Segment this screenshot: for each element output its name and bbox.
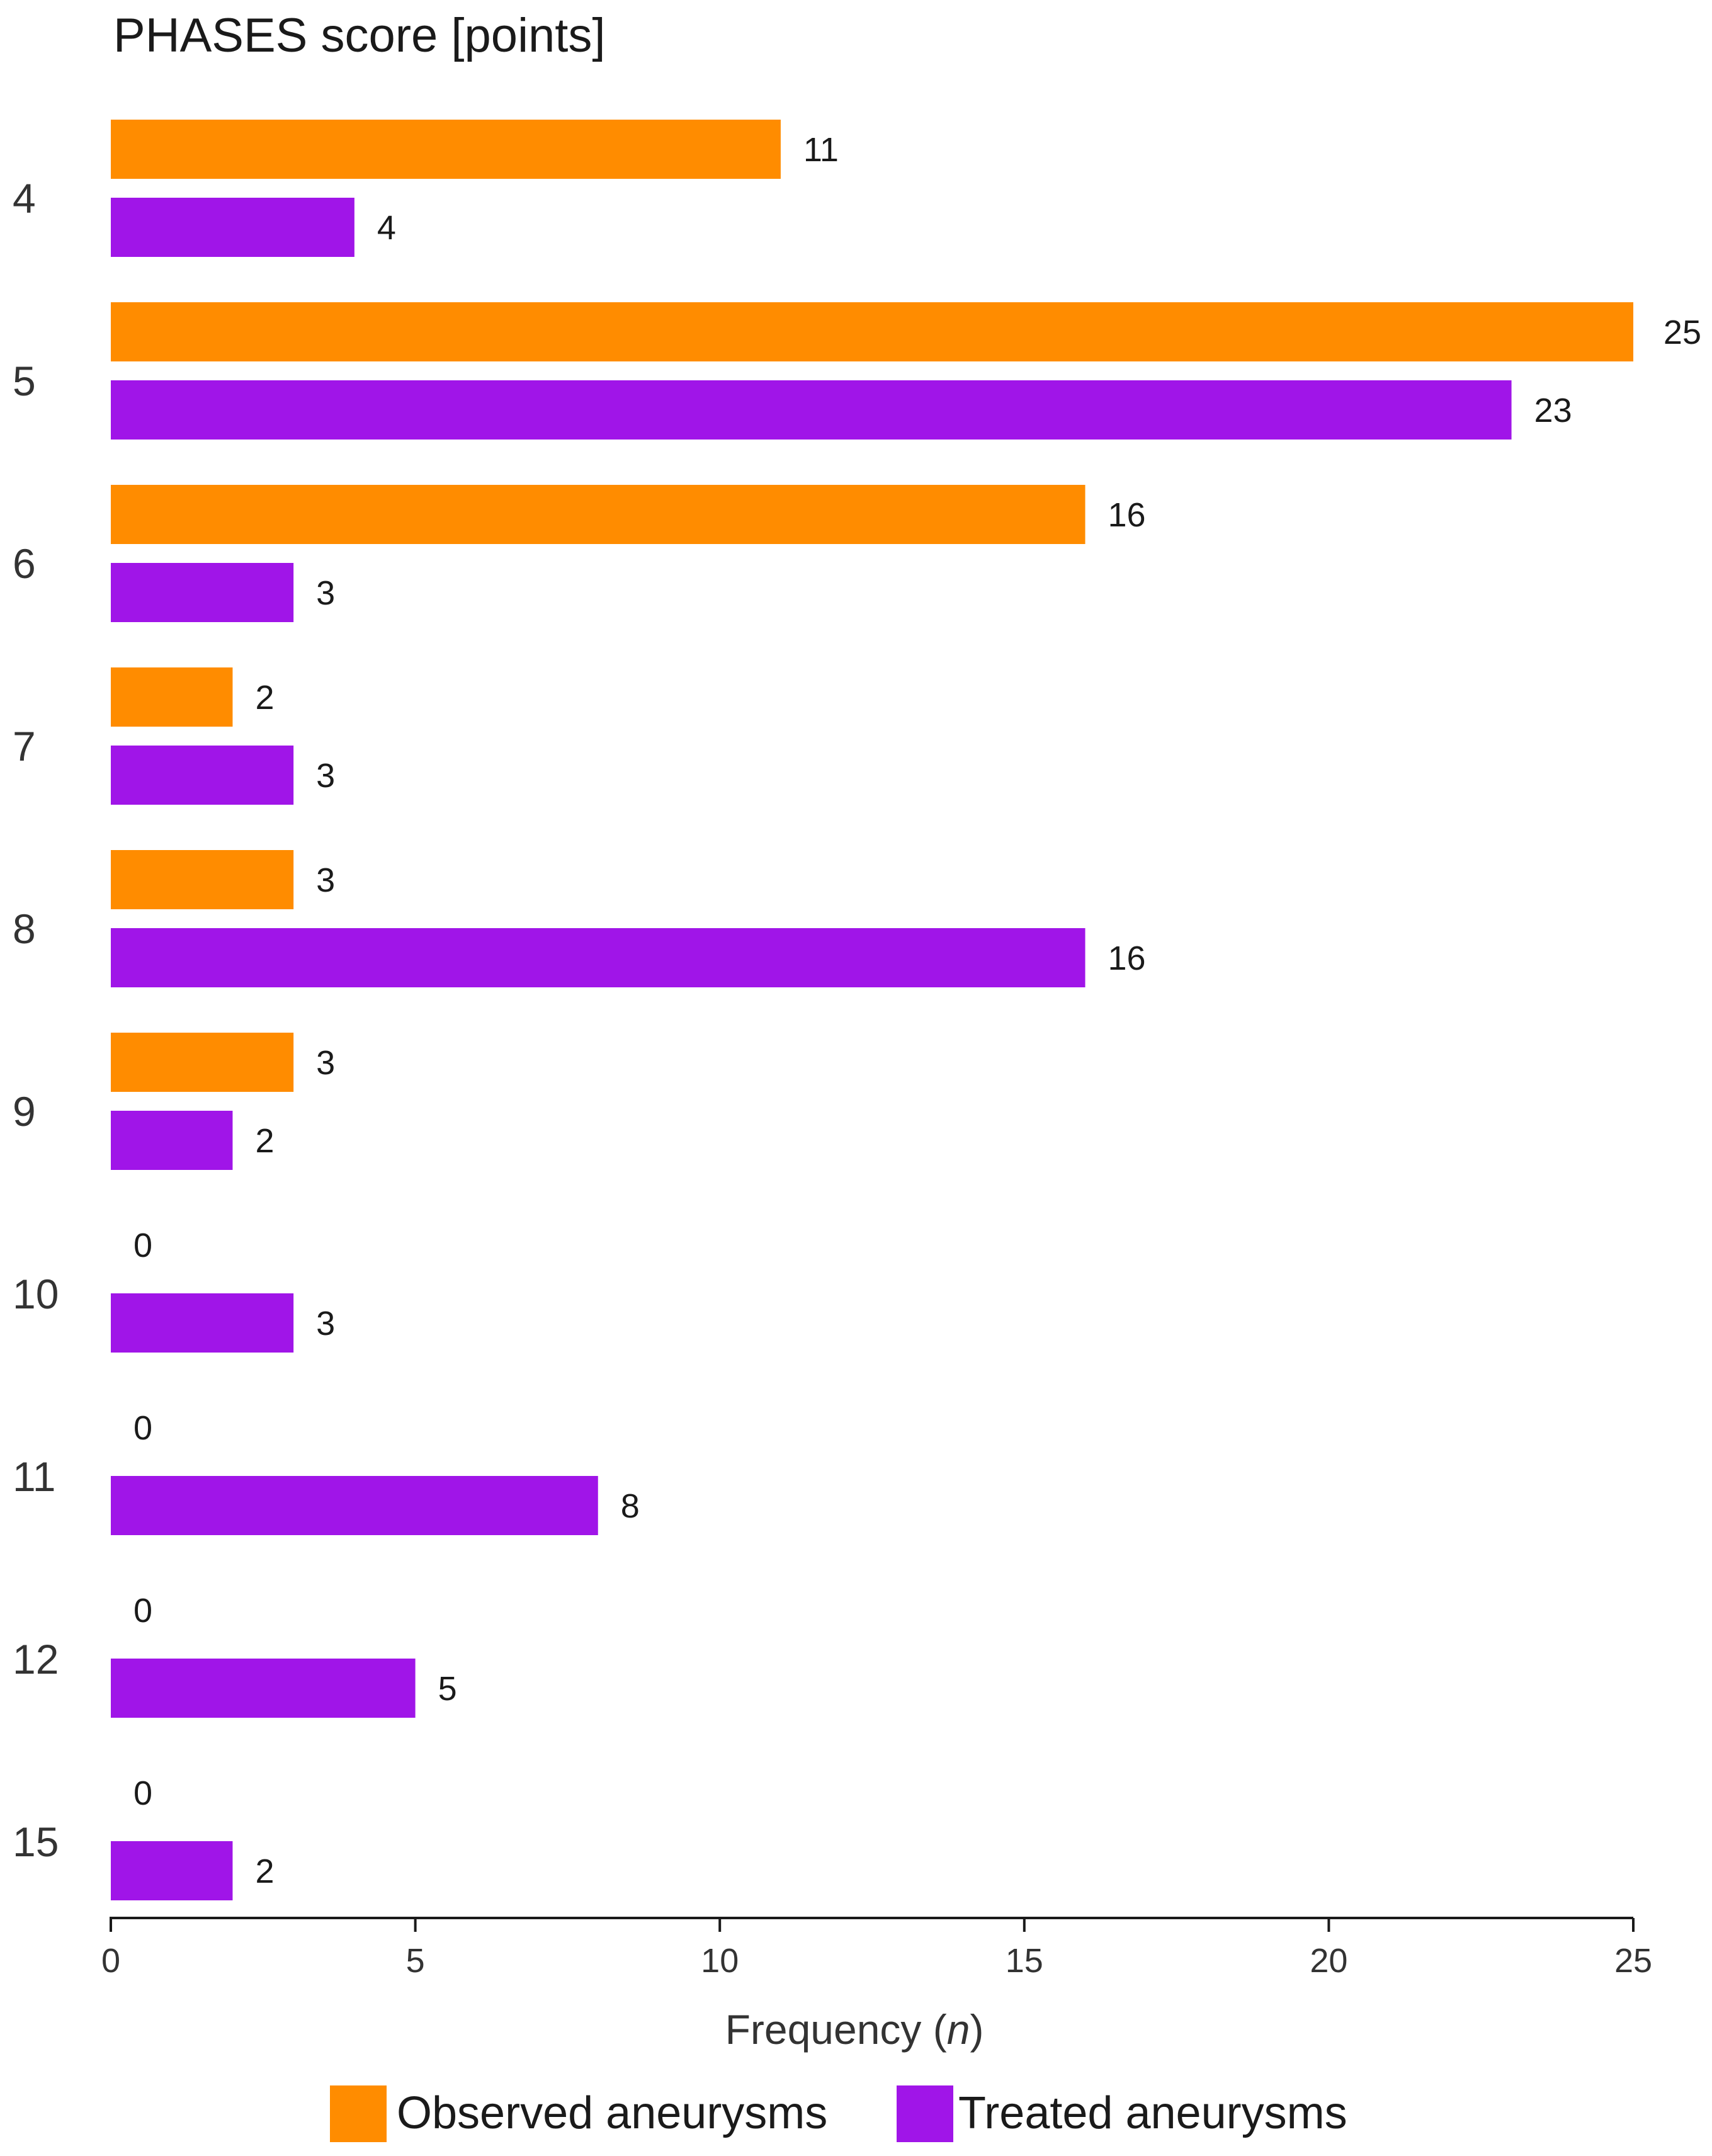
- legend-swatch-treated: [897, 2085, 953, 2142]
- data-label: 0: [133, 1227, 152, 1264]
- data-label: 2: [255, 1852, 274, 1890]
- data-label: 3: [316, 1305, 335, 1342]
- data-label: 3: [316, 574, 335, 612]
- category-label: 9: [13, 1088, 36, 1135]
- data-label: 16: [1108, 496, 1146, 534]
- data-label: 2: [255, 1122, 274, 1160]
- bar-observed: [111, 302, 1633, 361]
- x-tick-label: 0: [101, 1942, 120, 1980]
- category-label: 10: [13, 1271, 59, 1317]
- bar-treated: [111, 198, 354, 257]
- x-axis: 0 5 10 15 20 25: [101, 1917, 1652, 1980]
- category-label: 4: [13, 175, 36, 222]
- legend-label-treated: Treated aneurysms: [958, 2088, 1347, 2138]
- bar-treated: [111, 1659, 416, 1718]
- x-axis-label-close: ): [970, 2006, 984, 2053]
- bar-observed: [111, 120, 781, 179]
- data-label: 23: [1534, 392, 1572, 429]
- bar-observed: [111, 850, 294, 909]
- bar-observed: [111, 667, 233, 727]
- x-tick-label: 5: [406, 1942, 425, 1980]
- data-label: 2: [255, 679, 274, 717]
- chart-title: PHASES score [points]: [113, 9, 605, 62]
- bar-treated: [111, 1293, 294, 1353]
- x-tick-label: 20: [1310, 1942, 1347, 1980]
- data-label: 16: [1108, 939, 1146, 977]
- category-label: 11: [13, 1453, 56, 1500]
- x-tick-label: 25: [1614, 1942, 1652, 1980]
- data-label: 3: [316, 861, 335, 899]
- data-label: 0: [133, 1409, 152, 1447]
- data-label: 3: [316, 757, 335, 795]
- category-label: 15: [13, 1818, 59, 1865]
- bar-treated: [111, 928, 1086, 987]
- bar-treated: [111, 1111, 233, 1170]
- data-label: 0: [133, 1774, 152, 1812]
- category-label: 12: [13, 1636, 59, 1682]
- bar-treated: [111, 380, 1512, 440]
- data-label: 8: [621, 1487, 640, 1525]
- legend-swatch-observed: [330, 2085, 387, 2142]
- data-label: 3: [316, 1044, 335, 1082]
- category-label: 6: [13, 540, 36, 587]
- bar-treated: [111, 563, 294, 622]
- x-tick-label: 15: [1006, 1942, 1043, 1980]
- bar-observed: [111, 1033, 294, 1092]
- bar-treated: [111, 1476, 598, 1535]
- data-label: 5: [438, 1670, 457, 1708]
- category-label: 7: [13, 723, 36, 769]
- legend-label-observed: Observed aneurysms: [397, 2088, 827, 2138]
- x-axis-label-italic: n: [947, 2006, 970, 2053]
- bar-treated: [111, 746, 294, 805]
- category-label: 5: [13, 358, 36, 404]
- data-label: 11: [803, 131, 839, 169]
- data-label: 4: [377, 209, 396, 247]
- data-label: 0: [133, 1592, 152, 1630]
- x-axis-label: Frequency (n): [725, 2006, 984, 2053]
- legend: Observed aneurysms Treated aneurysms: [330, 2085, 1347, 2142]
- bar-treated: [111, 1841, 233, 1900]
- x-tick-label: 10: [701, 1942, 739, 1980]
- bar-observed: [111, 485, 1086, 544]
- data-label: 25: [1664, 314, 1701, 351]
- category-label: 8: [13, 905, 36, 952]
- x-axis-label-text: Frequency (: [725, 2006, 947, 2053]
